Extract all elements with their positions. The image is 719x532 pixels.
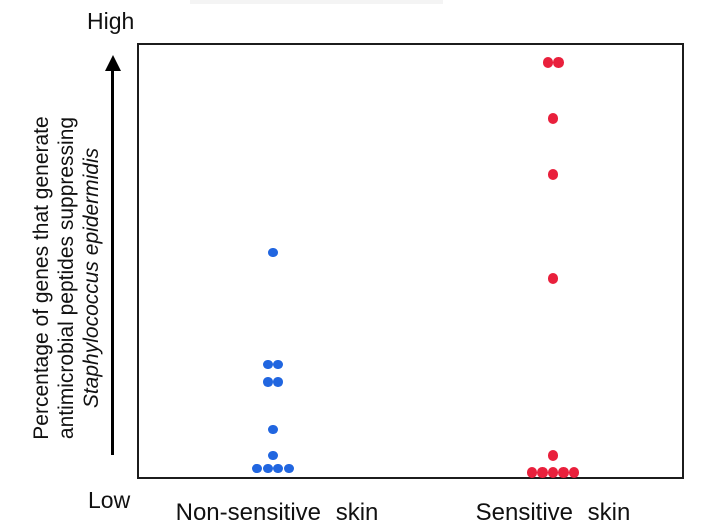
plot-area: [137, 43, 684, 479]
x-axis-label-sensitive-skin: Sensitive skin: [475, 499, 631, 526]
data-point: [558, 467, 569, 478]
y-axis-low-label: Low: [88, 487, 131, 513]
data-point: [252, 463, 262, 474]
data-point: [273, 359, 283, 370]
y-axis-title-line1: Percentage of genes that generate: [30, 116, 53, 440]
data-point: [284, 463, 294, 474]
data-point: [526, 467, 538, 478]
data-point: [547, 467, 559, 478]
y-axis-arrow-line: [111, 68, 114, 455]
data-point: [268, 424, 278, 435]
data-point: [263, 359, 273, 370]
y-axis-high-label: High: [87, 8, 135, 34]
data-point: [268, 450, 278, 461]
y-axis-title-line2: antimicrobial peptides suppressing: [55, 116, 78, 440]
data-point: [263, 463, 273, 474]
data-point: [553, 57, 564, 68]
data-point: [547, 169, 559, 180]
data-point: [568, 467, 580, 478]
data-point: [537, 467, 548, 478]
data-point: [547, 273, 559, 284]
data-point: [273, 377, 283, 387]
y-axis-title-line3: Staphylococcus epidermidis: [80, 147, 103, 409]
data-point: [263, 377, 273, 387]
data-point: [542, 57, 554, 68]
data-point: [273, 463, 283, 474]
data-point: [268, 247, 278, 258]
x-axis-label-non-sensitive-skin: Non-sensitive skin: [175, 499, 379, 526]
top-edge-artifact: [190, 0, 443, 4]
data-point: [547, 450, 559, 461]
y-axis-arrow-icon: [105, 55, 121, 71]
y-axis-title: Percentage of genes that generate antimi…: [29, 92, 107, 464]
data-point: [547, 113, 559, 124]
